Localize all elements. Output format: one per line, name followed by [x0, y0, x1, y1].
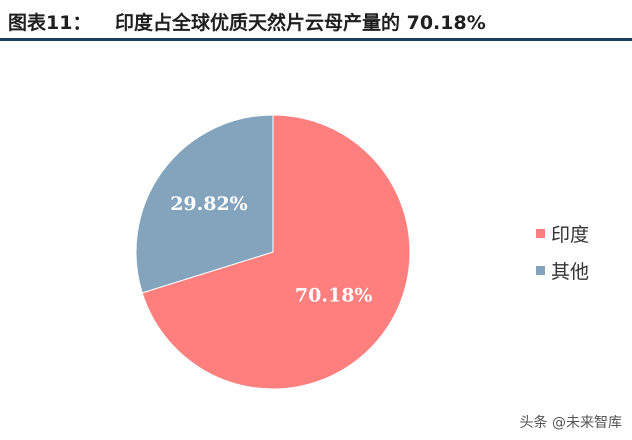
legend-item-0: 印度: [536, 222, 590, 246]
header-rule: [0, 38, 632, 41]
legend-swatch: [536, 228, 545, 238]
legend-item-1: 其他: [536, 259, 590, 283]
figure-header: 图表11： 印度占全球优质天然片云母产量的 70.18%: [0, 0, 632, 41]
legend: 印度 其他: [536, 222, 589, 296]
legend-label: 其他: [551, 260, 590, 283]
figure-number: 图表11：: [8, 12, 92, 34]
figure-title: 印度占全球优质天然片云母产量的 70.18%: [115, 12, 486, 34]
slice-data-label-1: 29.82%: [170, 193, 248, 215]
legend-swatch: [536, 265, 545, 275]
pie-slice-0: [141, 114, 411, 390]
slice-data-label-0: 70.18%: [295, 285, 373, 307]
legend-label: 印度: [551, 223, 590, 246]
watermark: 头条 @未来智库: [519, 415, 622, 431]
pie-slice-1: [135, 114, 274, 294]
